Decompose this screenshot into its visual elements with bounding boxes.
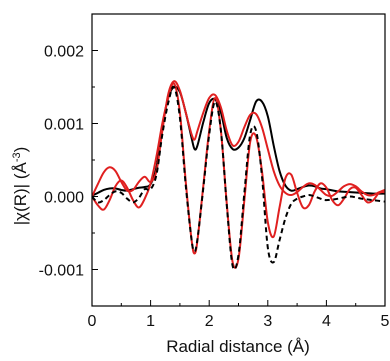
y-tick-label: 0.002	[44, 44, 84, 61]
x-tick-label: 1	[146, 313, 155, 330]
y-axis-label-post: )	[11, 147, 30, 153]
y-axis-label-mid: (R)| (Å	[11, 162, 30, 212]
series-line-3	[92, 82, 385, 269]
x-tick-label: 3	[263, 313, 272, 330]
x-tick-label: 4	[322, 313, 331, 330]
y-tick-label: -0.001	[39, 263, 84, 280]
y-axis-label-chi: χ	[11, 212, 30, 221]
x-tick-label: 0	[88, 313, 97, 330]
x-tick-label: 5	[381, 313, 390, 330]
series-line-1	[92, 85, 385, 197]
series-line-4	[92, 85, 385, 271]
y-axis-label: |χ(R)| (Å-3)	[11, 147, 30, 226]
axes-layer: 0 1 2 3 4 5 -0.001 0.000 0.001 0.002	[39, 13, 390, 330]
y-axis-label-superscript: -3	[11, 152, 23, 162]
series-layer	[92, 80, 385, 271]
y-tick-label: 0.000	[44, 190, 84, 207]
y-axis-label-pre: |	[11, 221, 30, 225]
x-tick-label: 2	[205, 313, 214, 330]
y-tick-label: 0.001	[44, 117, 84, 134]
x-axis-label: Radial distance (Å)	[166, 337, 310, 356]
series-line-2	[92, 80, 385, 198]
